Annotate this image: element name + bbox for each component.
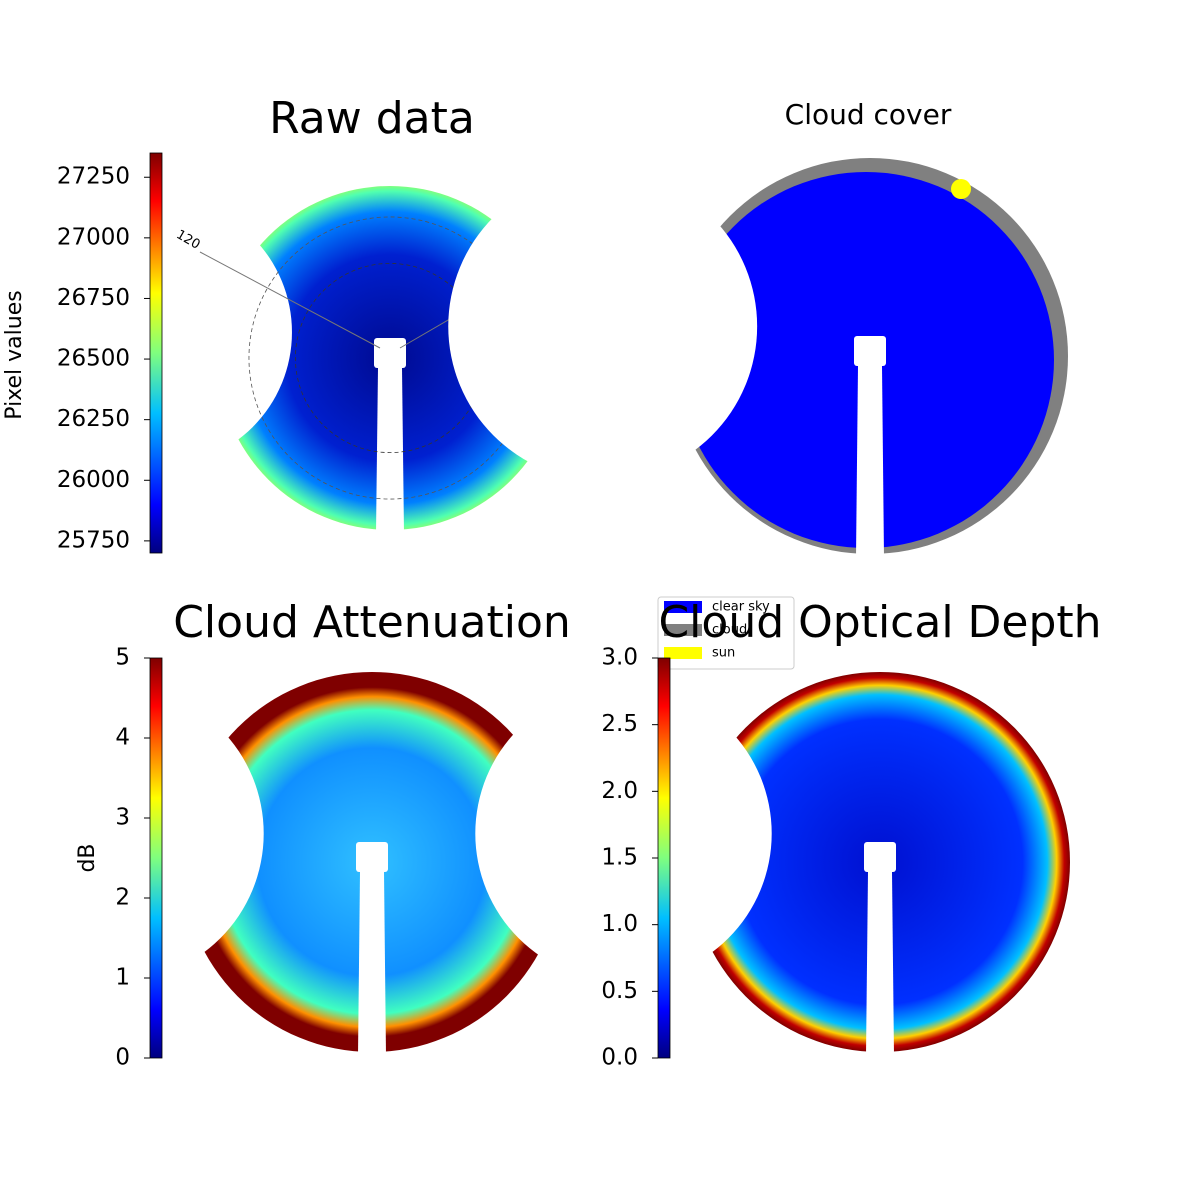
colorbar-tick-label: 1 [115,965,130,991]
panel: clear sky cloud sun [448,158,1068,670]
colorbar-tick-label: 0 [115,1045,130,1071]
colorbar-tick-label: 2.0 [601,778,638,804]
panel-title: Raw data [269,93,475,144]
legend-label: clear sky [712,600,770,615]
panel: 0 1 2 3 4 5 dB [0,645,562,1071]
sun-marker [951,179,971,199]
colorbar-tick-label: 25750 [57,527,130,553]
colorbar-label: dB [75,843,100,872]
camera-arm [866,872,894,1056]
camera-mount [864,842,896,872]
camera-arm [358,872,386,1056]
panel: 0.0 0.5 1.0 1.5 2.0 2.5 3.0 [475,645,1070,1071]
legend-swatch [664,601,702,613]
legend-label: cloud [712,623,747,638]
image-mask [475,685,772,982]
colorbar-tick-label: 26750 [57,285,130,311]
panel-title: Cloud cover [785,98,952,131]
colorbar [149,657,163,1059]
colorbar-tick-label: 26250 [57,406,130,432]
camera-arm [856,366,884,558]
colorbar [149,152,163,554]
camera-arm [376,368,404,534]
legend-swatch [664,624,702,636]
colorbar-tick-label: 4 [115,725,130,751]
panel-title: Cloud Optical Depth [658,597,1101,648]
colorbar [657,657,671,1059]
colorbar-tick-label: 3.0 [601,645,638,671]
colorbar-tick-label: 27000 [57,224,130,250]
image-mask [0,685,264,982]
colorbar-tick-label: 27250 [57,164,130,190]
colorbar-tick-label: 26000 [57,467,130,493]
colorbar-tick-label: 1.5 [601,845,638,871]
colorbar-tick-label: 5 [115,645,130,671]
colorbar-tick-label: 2.5 [601,711,638,737]
colorbar-label: Pixel values [2,290,27,419]
camera-mount [356,842,388,872]
image-mask [448,171,758,481]
legend-swatch [664,647,702,659]
colorbar-tick-label: 3 [115,805,130,831]
colorbar-tick-label: 2 [115,885,130,911]
colorbar-tick-label: 0.5 [601,978,638,1004]
camera-mount [854,336,886,366]
polar-spoke [199,251,381,349]
camera-mount [374,338,406,368]
colorbar-tick-label: 1.0 [601,911,638,937]
colorbar-tick-label: 26500 [57,346,130,372]
panel-title: Cloud Attenuation [173,597,571,648]
colorbar-tick-label: 0.0 [601,1045,638,1071]
legend-label: sun [712,646,735,661]
